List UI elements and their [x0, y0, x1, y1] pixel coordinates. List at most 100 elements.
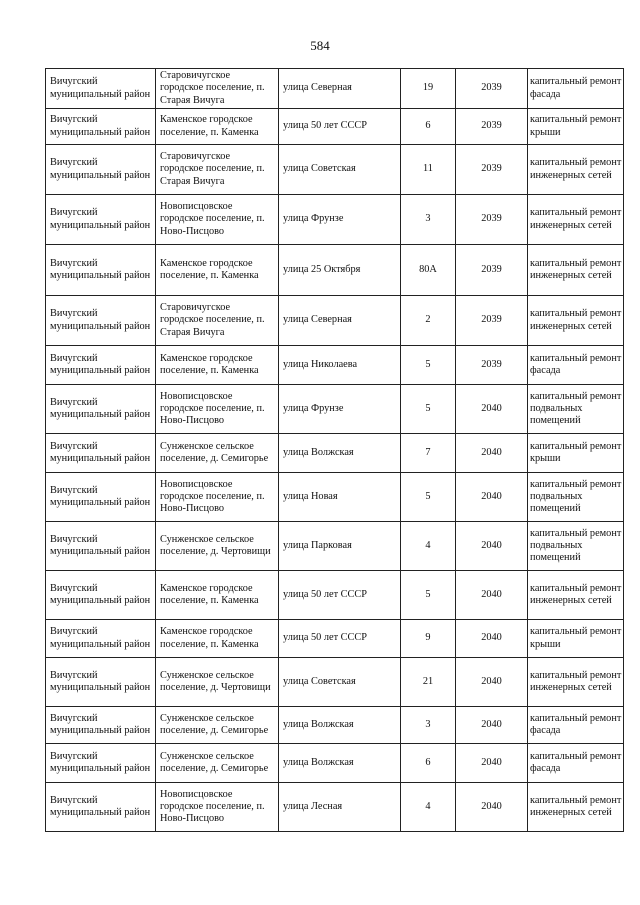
- house-number-cell: 4: [400, 521, 456, 571]
- street-cell: улица Новая: [278, 472, 401, 522]
- settlement-cell: Старовичугское городское поселение, п. С…: [155, 68, 279, 109]
- work-type-cell: капитальный ремонт инженерных сетей: [527, 295, 624, 346]
- street-cell: улица Волжская: [278, 743, 401, 783]
- year-cell: 2040: [455, 743, 528, 783]
- house-number-cell: 5: [400, 345, 456, 385]
- table-row: Вичугский муниципальный район Сунженское …: [45, 657, 624, 707]
- settlement-cell: Каменское городское поселение, п. Каменк…: [155, 619, 279, 658]
- district-cell: Вичугский муниципальный район: [45, 295, 156, 346]
- street-cell: улица 50 лет СССР: [278, 619, 401, 658]
- house-number-cell: 19: [400, 68, 456, 109]
- work-type-cell: капитальный ремонт крыши: [527, 108, 624, 145]
- year-cell: 2039: [455, 345, 528, 385]
- house-number-cell: 5: [400, 570, 456, 620]
- district-cell: Вичугский муниципальный район: [45, 244, 156, 296]
- settlement-cell: Каменское городское поселение, п. Каменк…: [155, 108, 279, 145]
- street-cell: улица Волжская: [278, 433, 401, 473]
- settlement-cell: Новописцовское городское поселение, п. Н…: [155, 384, 279, 434]
- street-cell: улица 50 лет СССР: [278, 570, 401, 620]
- year-cell: 2039: [455, 244, 528, 296]
- settlement-cell: Сунженское сельское поселение, д. Семиго…: [155, 433, 279, 473]
- district-cell: Вичугский муниципальный район: [45, 570, 156, 620]
- table-row: Вичугский муниципальный район Сунженское …: [45, 743, 624, 783]
- settlement-cell: Сунженское сельское поселение, д. Семиго…: [155, 706, 279, 744]
- work-type-cell: капитальный ремонт подвальных помещений: [527, 521, 624, 571]
- house-number-cell: 21: [400, 657, 456, 707]
- street-cell: улица Фрунзе: [278, 194, 401, 245]
- table-row: Вичугский муниципальный район Каменское г…: [45, 345, 624, 385]
- year-cell: 2040: [455, 782, 528, 832]
- house-number-cell: 3: [400, 706, 456, 744]
- table-row: Вичугский муниципальный район Сунженское …: [45, 706, 624, 744]
- district-cell: Вичугский муниципальный район: [45, 472, 156, 522]
- table-row: Вичугский муниципальный район Каменское г…: [45, 244, 624, 296]
- district-cell: Вичугский муниципальный район: [45, 433, 156, 473]
- district-cell: Вичугский муниципальный район: [45, 619, 156, 658]
- table-row: Вичугский муниципальный район Каменское г…: [45, 619, 624, 658]
- year-cell: 2040: [455, 570, 528, 620]
- table-row: Вичугский муниципальный район Новописцовс…: [45, 472, 624, 522]
- settlement-cell: Старовичугское городское поселение, п. С…: [155, 295, 279, 346]
- year-cell: 2040: [455, 706, 528, 744]
- work-type-cell: капитальный ремонт подвальных помещений: [527, 384, 624, 434]
- year-cell: 2039: [455, 194, 528, 245]
- street-cell: улица Николаева: [278, 345, 401, 385]
- district-cell: Вичугский муниципальный район: [45, 68, 156, 109]
- street-cell: улица Северная: [278, 295, 401, 346]
- settlement-cell: Сунженское сельское поселение, д. Семиго…: [155, 743, 279, 783]
- page-number: 584: [310, 38, 330, 53]
- house-number-cell: 3: [400, 194, 456, 245]
- district-cell: Вичугский муниципальный район: [45, 345, 156, 385]
- settlement-cell: Старовичугское городское поселение, п. С…: [155, 144, 279, 195]
- settlement-cell: Каменское городское поселение, п. Каменк…: [155, 244, 279, 296]
- settlement-cell: Новописцовское городское поселение, п. Н…: [155, 472, 279, 522]
- table-row: Вичугский муниципальный район Старовичугс…: [45, 68, 624, 109]
- settlement-cell: Сунженское сельское поселение, д. Чертов…: [155, 521, 279, 571]
- year-cell: 2039: [455, 295, 528, 346]
- street-cell: улица Лесная: [278, 782, 401, 832]
- district-cell: Вичугский муниципальный район: [45, 743, 156, 783]
- work-type-cell: капитальный ремонт инженерных сетей: [527, 570, 624, 620]
- street-cell: улица Советская: [278, 657, 401, 707]
- work-type-cell: капитальный ремонт фасада: [527, 706, 624, 744]
- work-type-cell: капитальный ремонт инженерных сетей: [527, 782, 624, 832]
- year-cell: 2040: [455, 657, 528, 707]
- house-number-cell: 2: [400, 295, 456, 346]
- year-cell: 2040: [455, 521, 528, 571]
- year-cell: 2040: [455, 433, 528, 473]
- year-cell: 2040: [455, 472, 528, 522]
- house-number-cell: 11: [400, 144, 456, 195]
- house-number-cell: 6: [400, 743, 456, 783]
- street-cell: улица 50 лет СССР: [278, 108, 401, 145]
- table-row: Вичугский муниципальный район Старовичугс…: [45, 144, 624, 195]
- table-row: Вичугский муниципальный район Новописцовс…: [45, 782, 624, 832]
- street-cell: улица Волжская: [278, 706, 401, 744]
- table-row: Вичугский муниципальный район Каменское г…: [45, 570, 624, 620]
- work-type-cell: капитальный ремонт инженерных сетей: [527, 244, 624, 296]
- district-cell: Вичугский муниципальный район: [45, 706, 156, 744]
- house-number-cell: 6: [400, 108, 456, 145]
- year-cell: 2040: [455, 384, 528, 434]
- table-row: Вичугский муниципальный район Старовичугс…: [45, 295, 624, 346]
- work-type-cell: капитальный ремонт инженерных сетей: [527, 657, 624, 707]
- settlement-cell: Сунженское сельское поселение, д. Чертов…: [155, 657, 279, 707]
- street-cell: улица Фрунзе: [278, 384, 401, 434]
- street-cell: улица Парковая: [278, 521, 401, 571]
- repair-schedule-table: Вичугский муниципальный район Старовичугс…: [45, 68, 624, 832]
- work-type-cell: капитальный ремонт инженерных сетей: [527, 194, 624, 245]
- table-row: Вичугский муниципальный район Каменское г…: [45, 108, 624, 145]
- settlement-cell: Новописцовское городское поселение, п. Н…: [155, 782, 279, 832]
- year-cell: 2039: [455, 68, 528, 109]
- year-cell: 2040: [455, 619, 528, 658]
- house-number-cell: 7: [400, 433, 456, 473]
- settlement-cell: Каменское городское поселение, п. Каменк…: [155, 570, 279, 620]
- street-cell: улица Советская: [278, 144, 401, 195]
- settlement-cell: Новописцовское городское поселение, п. Н…: [155, 194, 279, 245]
- table-row: Вичугский муниципальный район Новописцовс…: [45, 194, 624, 245]
- house-number-cell: 80А: [400, 244, 456, 296]
- house-number-cell: 5: [400, 472, 456, 522]
- district-cell: Вичугский муниципальный район: [45, 194, 156, 245]
- work-type-cell: капитальный ремонт фасада: [527, 345, 624, 385]
- house-number-cell: 9: [400, 619, 456, 658]
- settlement-cell: Каменское городское поселение, п. Каменк…: [155, 345, 279, 385]
